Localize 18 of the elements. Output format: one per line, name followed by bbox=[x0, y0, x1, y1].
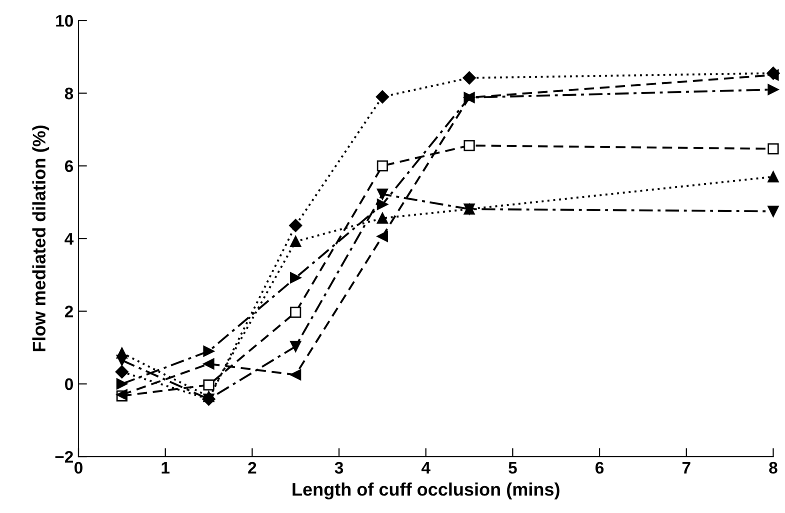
y-tick-label: 10 bbox=[56, 14, 73, 27]
y-tick-label: 8 bbox=[64, 88, 74, 100]
x-tick-label: 0 bbox=[74, 462, 82, 474]
x-tick-label: 5 bbox=[508, 462, 517, 474]
x-tick-label: 4 bbox=[421, 462, 430, 474]
y-tick-label: 0 bbox=[65, 378, 73, 390]
x-axis-title: Length of cuff occlusion (mins) bbox=[292, 482, 560, 500]
y-axis-title: Flow mediated dilation (%) bbox=[32, 126, 50, 352]
y-tick-label: 2 bbox=[64, 306, 73, 318]
x-tick-label: 6 bbox=[596, 462, 604, 474]
x-tick-label: 8 bbox=[769, 462, 778, 474]
y-tick-label: 4 bbox=[64, 233, 74, 245]
x-tick-label: 7 bbox=[682, 462, 690, 474]
x-tick-label: 3 bbox=[334, 462, 344, 474]
x-tick-label: 1 bbox=[162, 462, 170, 474]
y-tick-label: −2 bbox=[55, 450, 73, 463]
y-tick-label: 6 bbox=[64, 160, 74, 172]
x-tick-label: 2 bbox=[248, 462, 256, 474]
